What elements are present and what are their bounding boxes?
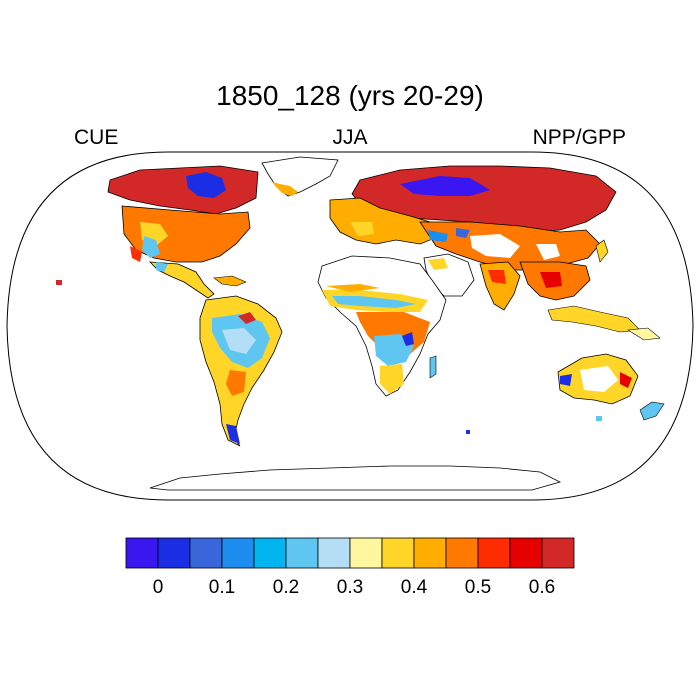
colorbar-tick-label: 0.2 [273, 577, 299, 598]
colorbar-tick-label: 0.5 [465, 577, 491, 598]
colorbar-swatch [317, 537, 351, 569]
colorbar-swatch [125, 537, 159, 569]
colorbar-swatch [509, 537, 543, 569]
colorbar-tick-label: 0.4 [401, 577, 428, 598]
central-america [148, 261, 215, 299]
colorbar-tick-label: 0.1 [209, 577, 235, 598]
colorbar-swatch [157, 537, 191, 569]
variable-label: CUE [74, 126, 119, 149]
season-label: JJA [332, 126, 368, 149]
colorbar-swatch [541, 537, 575, 569]
colorbar-swatch [381, 537, 415, 569]
colorbar-tick-label: 0.3 [337, 577, 363, 598]
units-label: NPP/GPP [532, 126, 626, 149]
map-title: 1850_128 (yrs 20-29) [216, 80, 484, 111]
colorbar-swatch [477, 537, 511, 569]
colorbar-swatch [189, 537, 223, 569]
colorbar-swatch [285, 537, 319, 569]
colorbar-swatch [349, 537, 383, 569]
colorbar-tick-label: 0.6 [529, 577, 555, 598]
colorbar-swatch [221, 537, 255, 569]
antarctica [149, 465, 562, 491]
colorbar-swatch [445, 537, 479, 569]
colorbar-swatch [413, 537, 447, 569]
colorbar-tick-label: 0 [153, 577, 164, 598]
colorbar-swatch [253, 537, 287, 569]
